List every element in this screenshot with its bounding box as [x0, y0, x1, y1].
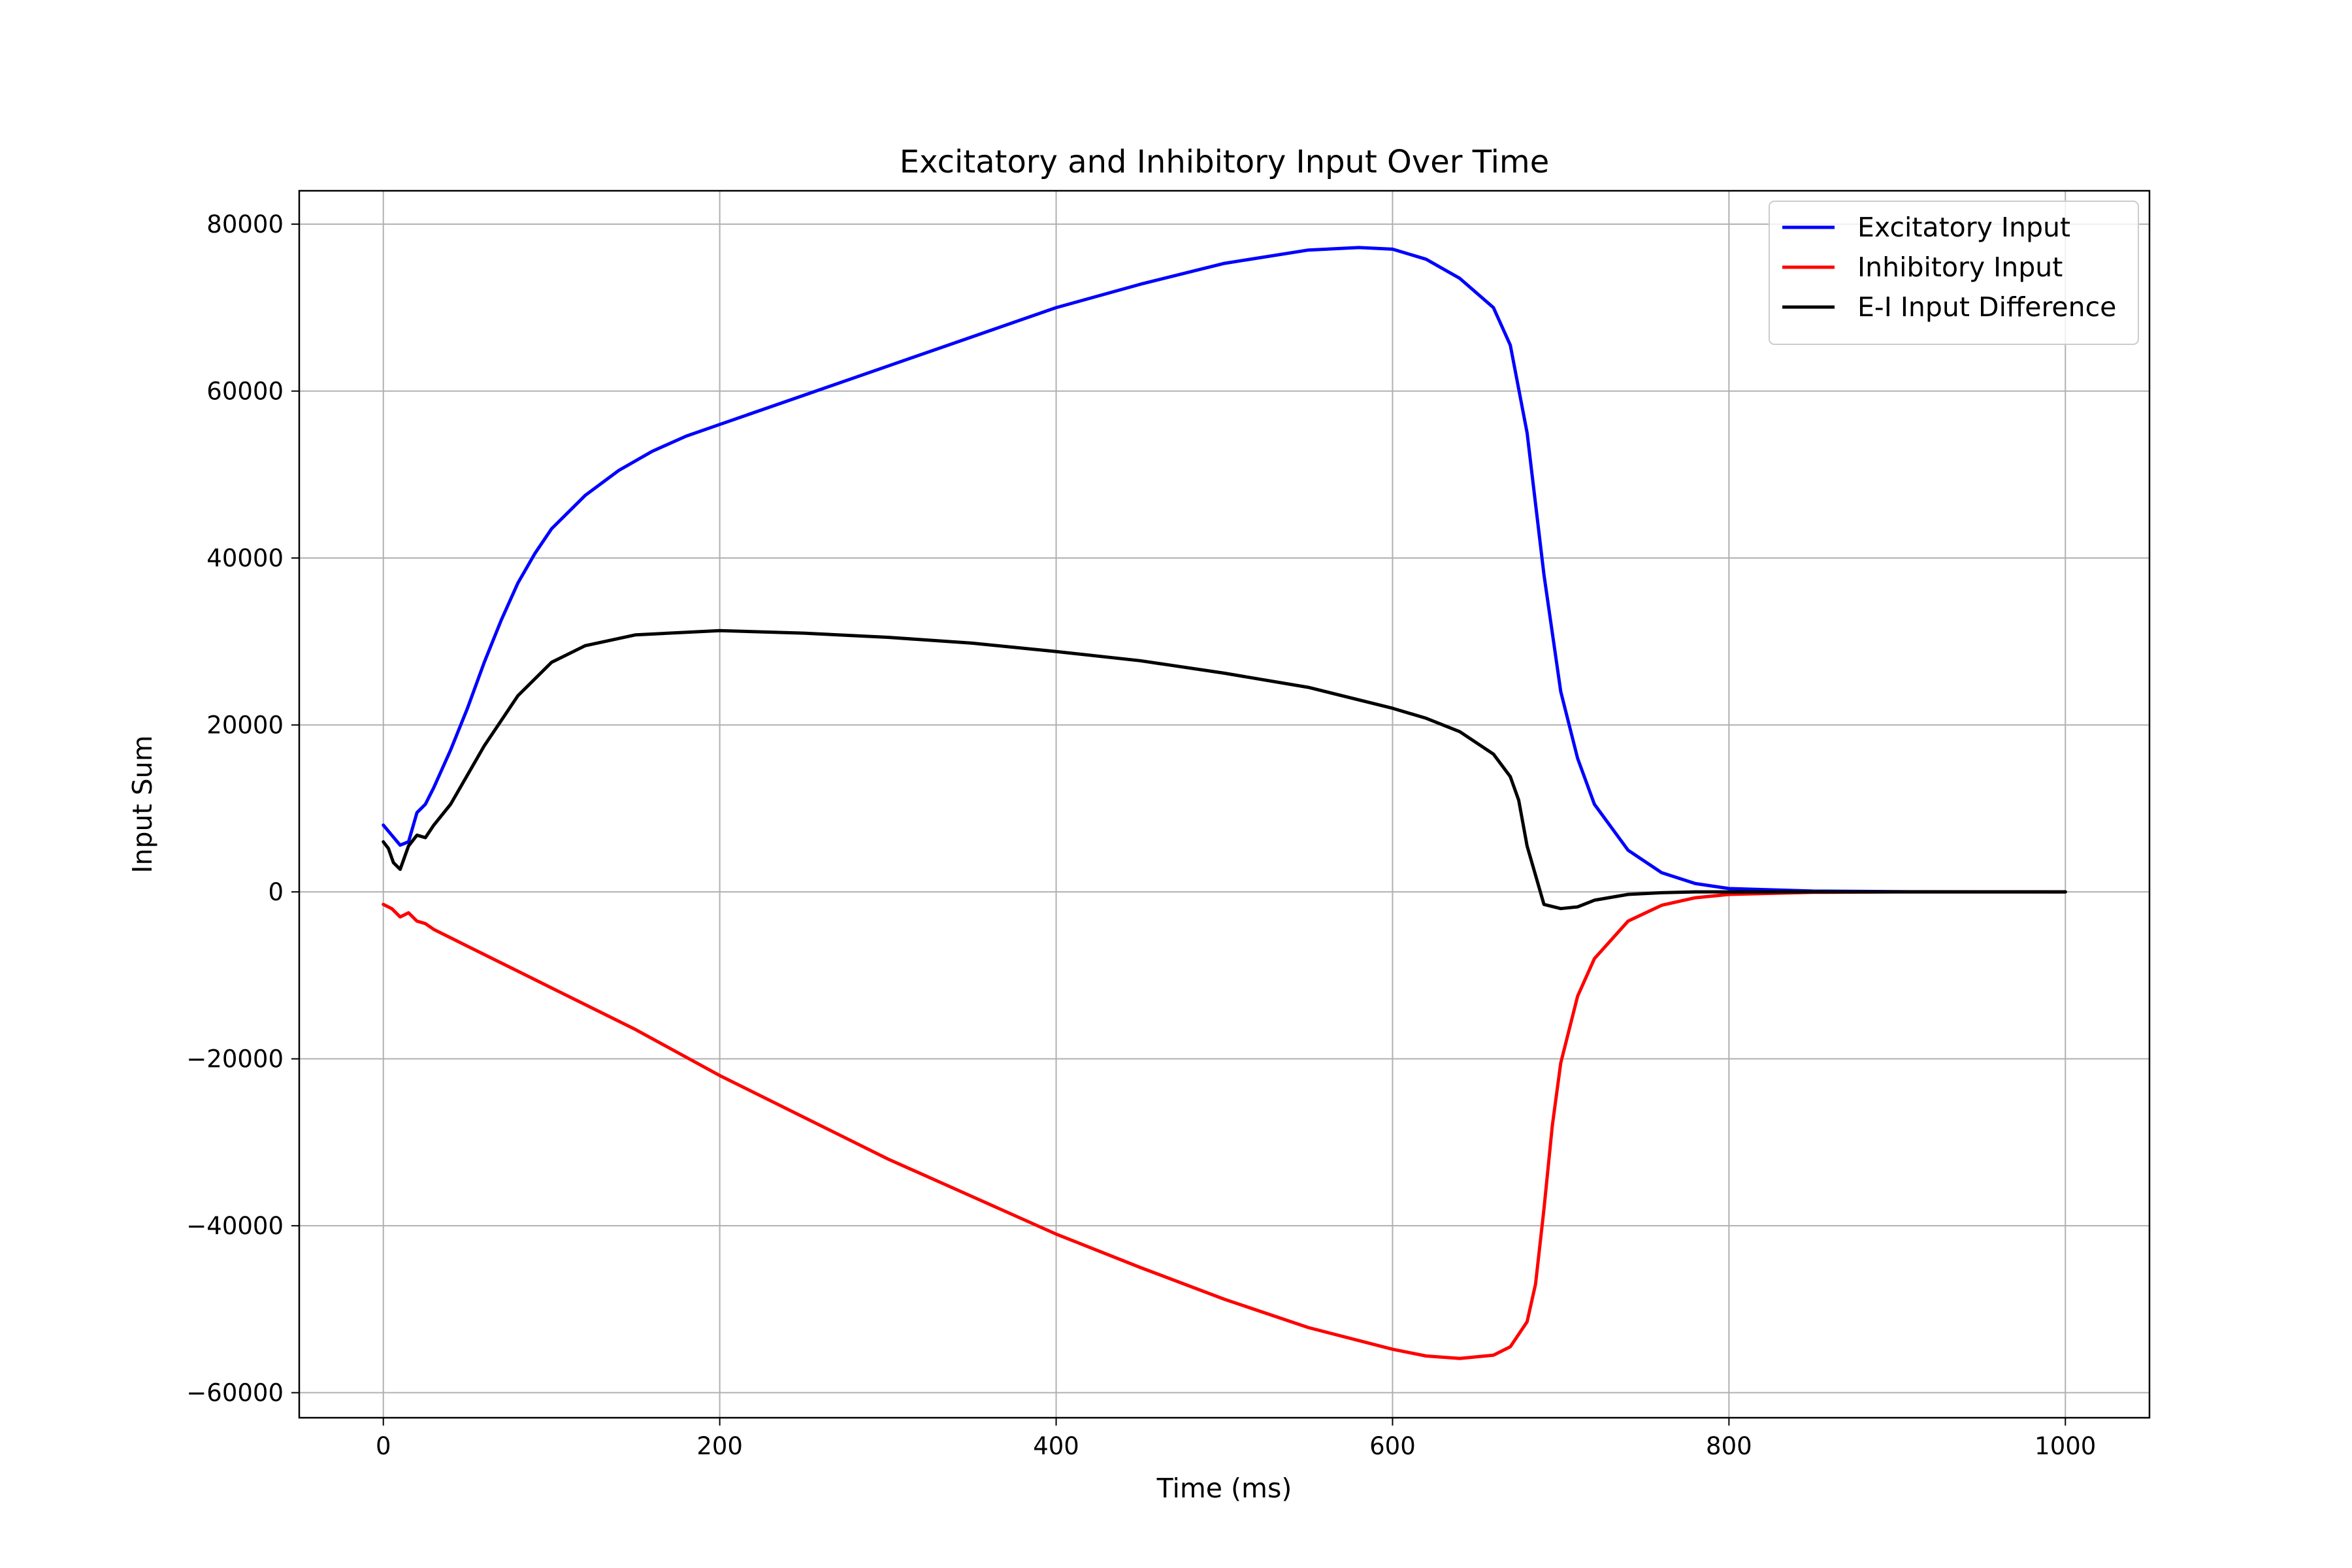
y-tick-label: 0: [268, 878, 284, 906]
x-axis-label: Time (ms): [1156, 1473, 1292, 1504]
y-tick-label: 80000: [206, 210, 284, 238]
legend: Excitatory Input Inhibitory Input E-I Inpu…: [1769, 201, 2139, 345]
y-tick-label: 20000: [206, 711, 284, 740]
y-axis-label: Input Sum: [127, 735, 158, 873]
y-tick-label: −20000: [186, 1045, 284, 1073]
legend-box: [1769, 201, 2139, 345]
y-tick-label: 60000: [206, 378, 284, 406]
x-tick-label: 800: [1706, 1432, 1752, 1460]
legend-label-3: E-I Input Difference: [1857, 291, 2116, 323]
x-tick-label: 600: [1369, 1432, 1416, 1460]
chart-title: Excitatory and Inhibitory Input Over Tim…: [900, 144, 1549, 180]
x-tick-label: 0: [376, 1432, 391, 1460]
series-line-1: [382, 246, 2067, 894]
y-tick-label: 40000: [206, 544, 284, 572]
x-tick-label: 400: [1033, 1432, 1079, 1460]
x-tick-label: 1000: [2034, 1432, 2096, 1460]
series-line-2: [382, 890, 2067, 1360]
plot-frame: [298, 189, 2151, 1419]
series-line-3: [382, 629, 2067, 911]
series-lines: [382, 246, 2067, 1360]
legend-label-2: Inhibitory Input: [1857, 252, 2063, 283]
y-tick-label: −40000: [186, 1212, 284, 1240]
legend-label-1: Excitatory Input: [1857, 212, 2070, 243]
y-tick-label: −60000: [186, 1379, 284, 1407]
x-tick-label: 200: [696, 1432, 743, 1460]
ticks: 0 200 400 600 800 1000 −60000 −40000 −20000 0 2000…: [186, 210, 2096, 1460]
